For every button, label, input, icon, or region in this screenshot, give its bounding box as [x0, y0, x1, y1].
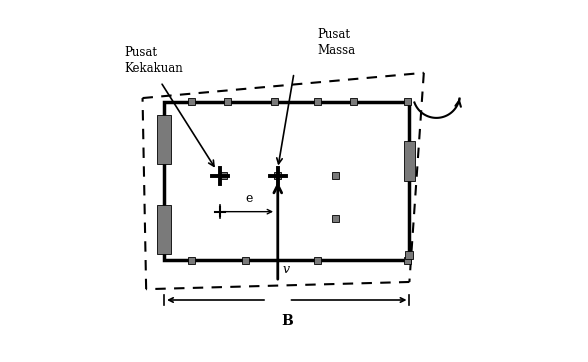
Bar: [404, 141, 415, 181]
Bar: [188, 257, 195, 264]
Text: Pusat
Kekakuan: Pusat Kekakuan: [125, 46, 183, 75]
Bar: [158, 205, 171, 254]
Bar: [350, 98, 357, 105]
Bar: [270, 98, 278, 105]
Bar: [242, 257, 249, 264]
Text: B: B: [281, 315, 293, 328]
Bar: [314, 257, 321, 264]
Bar: [314, 98, 321, 105]
Bar: [188, 98, 195, 105]
Bar: [332, 172, 339, 179]
Bar: [223, 98, 231, 105]
Bar: [220, 172, 228, 179]
Text: e: e: [245, 192, 253, 205]
Text: Pusat
Massa: Pusat Massa: [318, 28, 356, 56]
Bar: [164, 102, 409, 260]
Bar: [332, 215, 339, 223]
Text: v: v: [282, 263, 289, 276]
Bar: [274, 172, 282, 179]
Bar: [158, 115, 171, 164]
Bar: [406, 251, 413, 259]
Bar: [404, 257, 411, 264]
Bar: [404, 98, 411, 105]
